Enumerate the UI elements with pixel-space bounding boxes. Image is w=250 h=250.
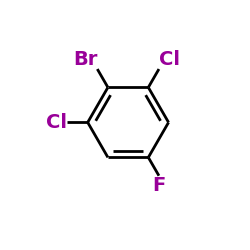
Text: F: F: [152, 176, 166, 195]
Text: Br: Br: [73, 50, 97, 69]
Text: Cl: Cl: [46, 113, 66, 132]
Text: Cl: Cl: [159, 50, 180, 69]
